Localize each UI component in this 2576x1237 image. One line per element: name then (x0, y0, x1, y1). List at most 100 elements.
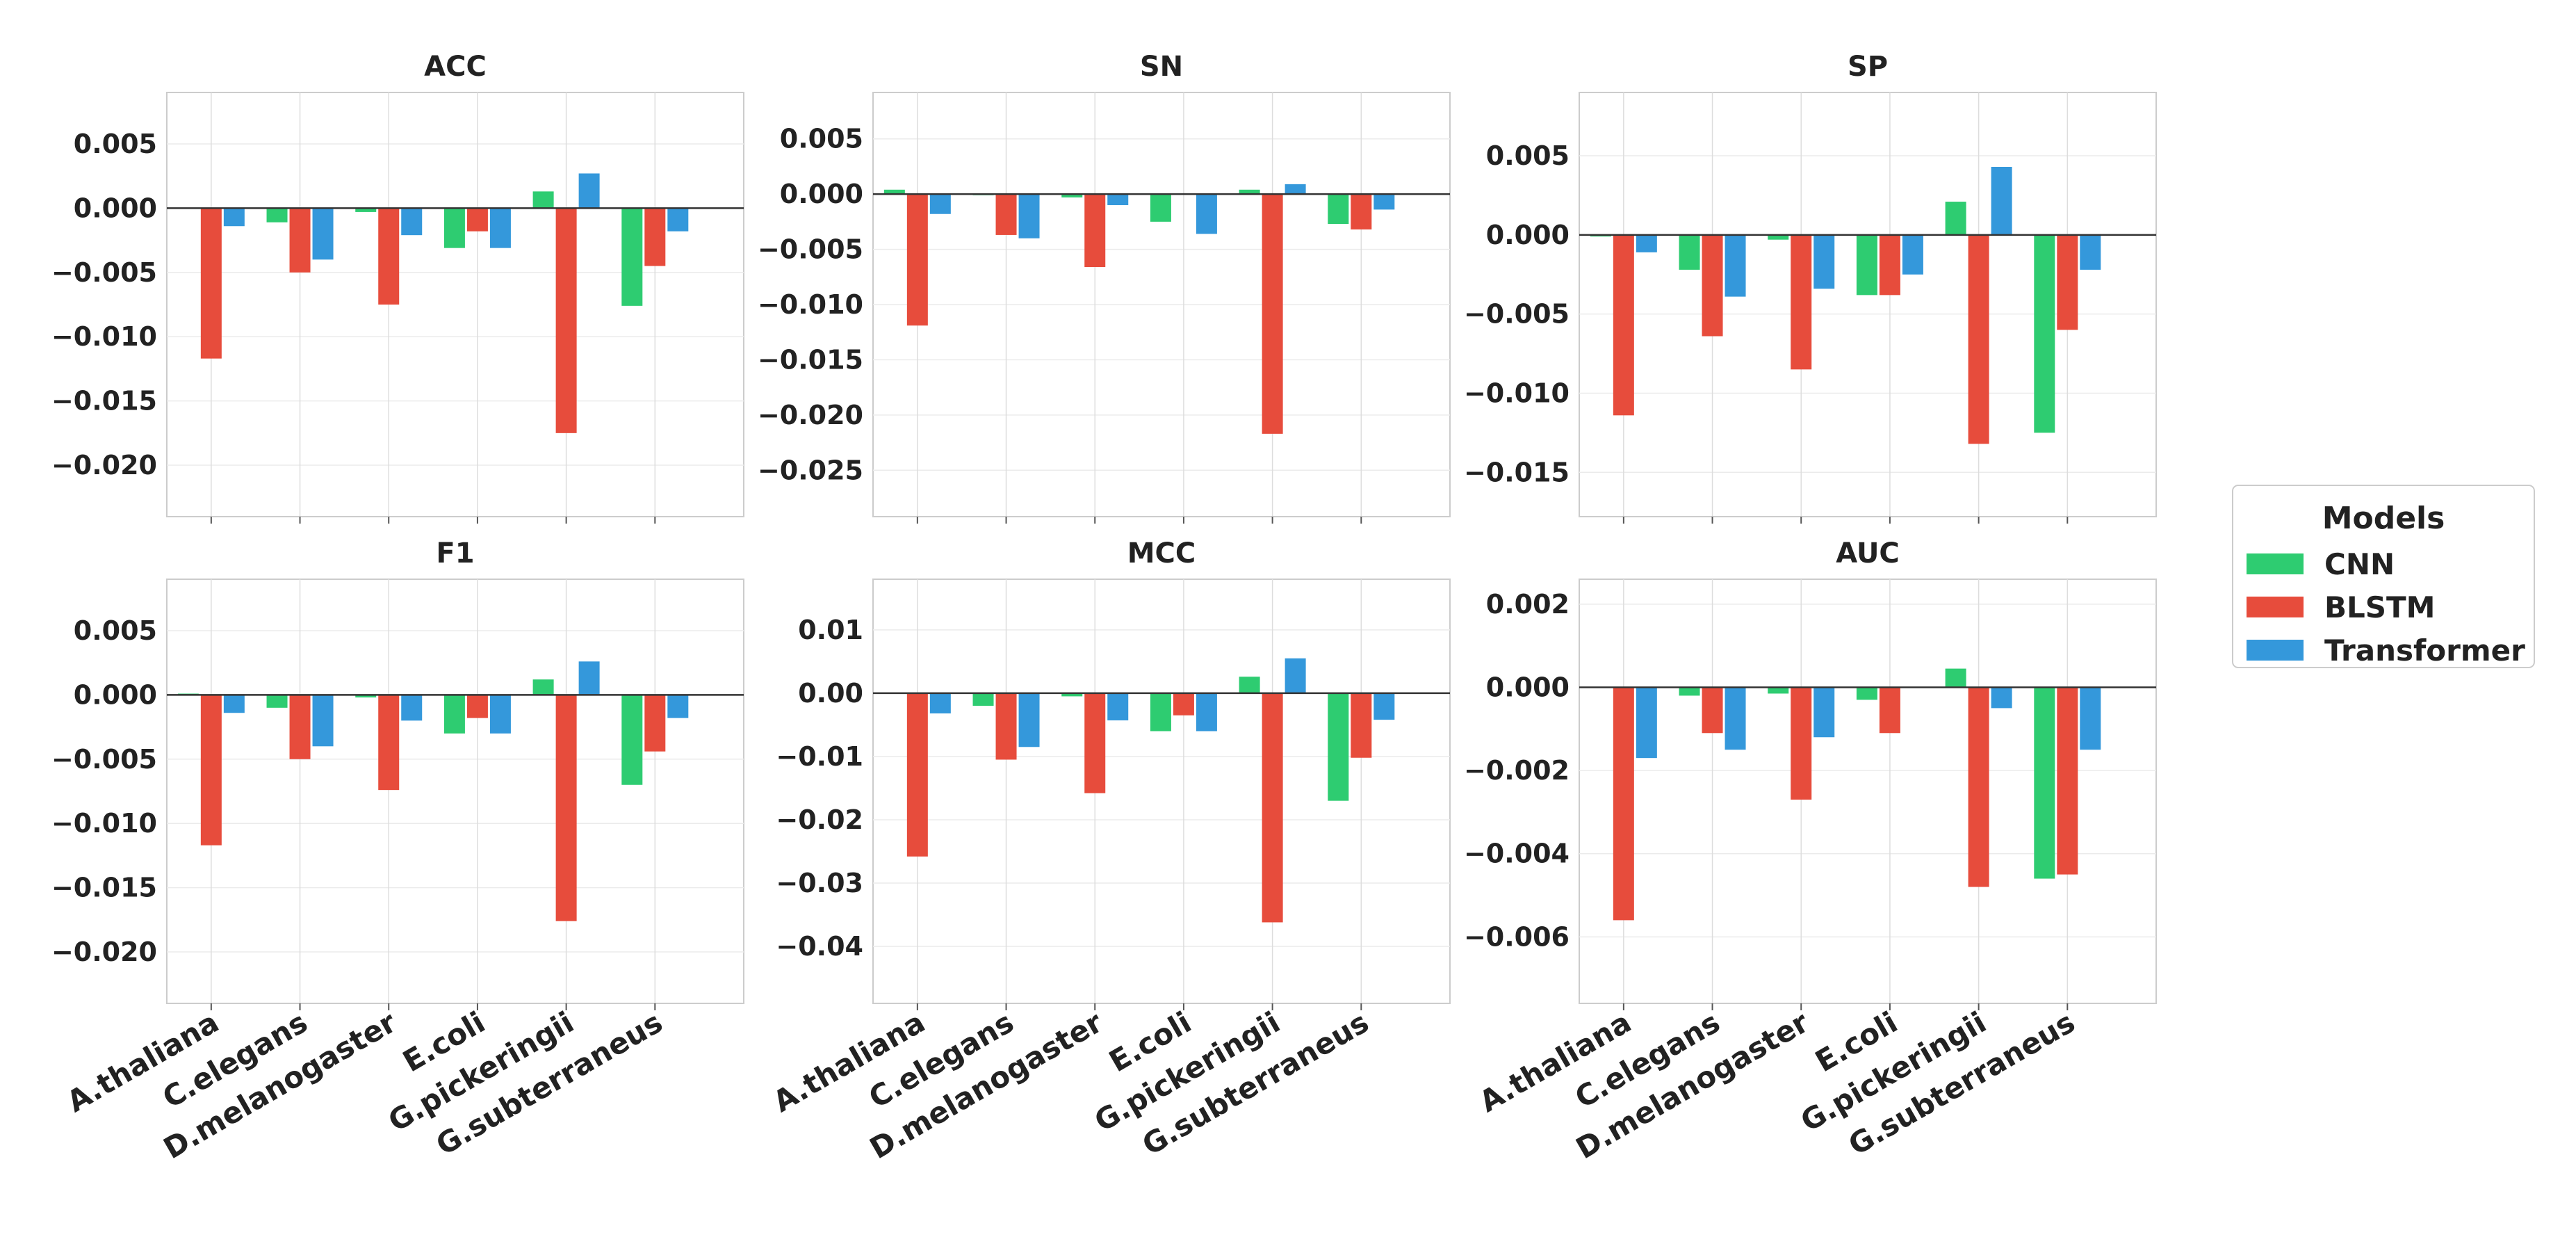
bar-cnn (972, 693, 994, 706)
bar-transformer (1725, 687, 1746, 750)
y-tick-label: 0.01 (798, 615, 863, 645)
bar-transformer (401, 695, 423, 721)
bar-cnn (355, 208, 377, 212)
bar-blstm (995, 194, 1017, 235)
bar-blstm (1173, 693, 1194, 715)
y-tick-label: −0.015 (758, 344, 863, 375)
y-tick-label: 0.000 (1486, 220, 1570, 250)
bar-blstm (906, 194, 928, 326)
bar-transformer (223, 208, 245, 227)
bar-blstm (378, 695, 400, 791)
y-tick-label: −0.015 (51, 386, 157, 417)
bar-blstm (1702, 687, 1723, 734)
y-tick-label: −0.005 (758, 234, 863, 265)
bar-cnn (1679, 687, 1700, 696)
y-tick-label: 0.005 (74, 129, 157, 159)
bar-blstm (555, 695, 577, 921)
y-tick-label: −0.04 (776, 931, 863, 962)
bar-cnn (621, 695, 643, 785)
y-tick-label: −0.020 (51, 937, 157, 967)
bar-transformer (2080, 687, 2101, 750)
plot-area (872, 579, 1451, 1004)
panel-title: F1 (436, 537, 474, 569)
panel-title: SN (1140, 51, 1183, 83)
bar-blstm (466, 208, 488, 232)
bar-cnn (2034, 687, 2055, 879)
bar-transformer (1373, 194, 1395, 210)
bar-transformer (401, 208, 423, 236)
bar-transformer (1196, 194, 1217, 234)
bar-transformer (1196, 693, 1217, 731)
bar-transformer (2080, 234, 2101, 270)
bar-cnn (1945, 202, 1966, 235)
bar-transformer (1018, 693, 1040, 747)
bar-blstm (906, 693, 928, 857)
y-tick-label: −0.004 (1464, 839, 1570, 869)
bar-cnn (1239, 677, 1260, 693)
y-tick-label: −0.015 (1464, 457, 1570, 487)
bar-blstm (995, 693, 1017, 760)
bar-blstm (1791, 234, 1812, 370)
bar-blstm (466, 695, 488, 718)
legend-title: Models (2322, 501, 2445, 536)
bar-transformer (1813, 687, 1835, 738)
y-tick-label: −0.020 (51, 450, 157, 480)
bar-blstm (1968, 687, 1989, 887)
bar-transformer (1107, 693, 1129, 721)
bar-cnn (1061, 194, 1083, 197)
legend-label-blstm: BLSTM (2324, 590, 2435, 624)
bar-blstm (289, 208, 311, 273)
bar-transformer (1725, 234, 1746, 297)
bar-transformer (667, 695, 689, 718)
bar-transformer (1018, 194, 1040, 238)
bar-blstm (1791, 687, 1812, 800)
bar-cnn (1856, 687, 1877, 700)
bar-blstm (1262, 194, 1283, 434)
bar-transformer (312, 208, 334, 260)
y-tick-label: −0.025 (758, 455, 863, 485)
bar-blstm (1613, 687, 1634, 921)
legend-swatch-blstm (2247, 597, 2304, 617)
bar-cnn (621, 208, 643, 306)
y-tick-label: −0.010 (1464, 378, 1570, 408)
y-tick-label: −0.010 (758, 289, 863, 320)
panel-title: MCC (1127, 537, 1196, 569)
bar-transformer (489, 208, 511, 248)
bar-transformer (1813, 234, 1835, 289)
bar-transformer (1636, 687, 1657, 759)
bar-cnn (2034, 234, 2055, 433)
bar-transformer (489, 695, 511, 734)
bar-cnn (1768, 687, 1789, 694)
panel-title: SP (1848, 51, 1888, 83)
bar-cnn (1239, 189, 1260, 195)
bar-blstm (1084, 194, 1106, 267)
y-tick-label: −0.002 (1464, 755, 1570, 786)
bar-transformer (1902, 234, 1923, 275)
bar-blstm (2057, 687, 2078, 875)
bar-blstm (1879, 687, 1900, 734)
bar-blstm (1879, 234, 1900, 296)
y-tick-label: 0.00 (798, 678, 863, 709)
y-tick-label: −0.005 (1464, 299, 1570, 330)
bar-blstm (1968, 234, 1989, 444)
bar-cnn (532, 679, 554, 695)
bar-cnn (266, 695, 288, 708)
bar-cnn (1150, 693, 1171, 731)
y-tick-label: −0.03 (776, 868, 863, 898)
y-tick-label: −0.006 (1464, 921, 1570, 952)
bar-cnn (443, 208, 465, 248)
bar-transformer (667, 208, 689, 232)
bar-blstm (1262, 693, 1283, 923)
legend-label-cnn: CNN (2324, 547, 2395, 581)
bar-cnn (1328, 194, 1349, 225)
bar-transformer (1991, 687, 2012, 709)
y-tick-label: 0.005 (1486, 140, 1570, 171)
bar-blstm (1702, 234, 1723, 337)
bar-transformer (1285, 184, 1306, 195)
bar-transformer (929, 194, 951, 214)
bar-cnn (1328, 693, 1349, 801)
bar-cnn (443, 695, 465, 734)
bar-cnn (1768, 234, 1789, 240)
bar-transformer (578, 173, 600, 209)
